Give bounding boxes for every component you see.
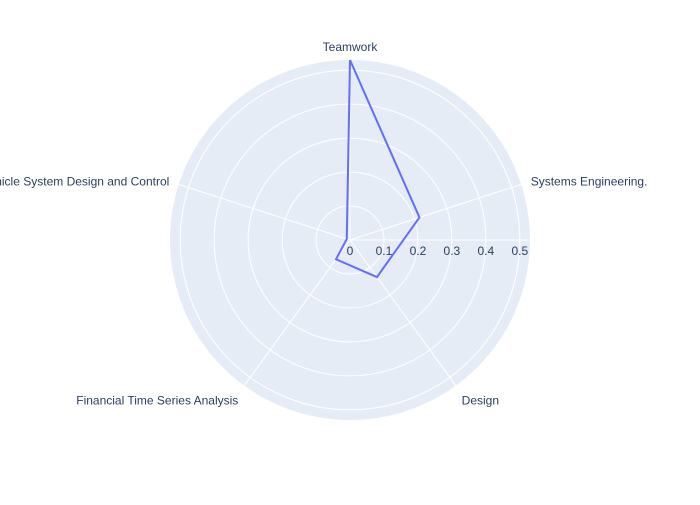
radial-tick-label-0: 0: [347, 244, 354, 258]
category-label-3: Financial Time Series Analysis: [76, 394, 238, 408]
radial-tick-label-4: 0.4: [478, 244, 495, 258]
category-label-4: Vehicle System Design and Control: [0, 174, 169, 188]
radial-tick-label-3: 0.3: [444, 244, 461, 258]
radial-tick-label-1: 0.1: [376, 244, 393, 258]
category-label-2: Design: [462, 394, 499, 408]
category-label-0: Teamwork: [323, 40, 379, 54]
radial-tick-label-5: 0.5: [511, 244, 528, 258]
radial-tick-label-2: 0.2: [410, 244, 427, 258]
category-label-1: Systems Engineering.: [531, 174, 648, 188]
